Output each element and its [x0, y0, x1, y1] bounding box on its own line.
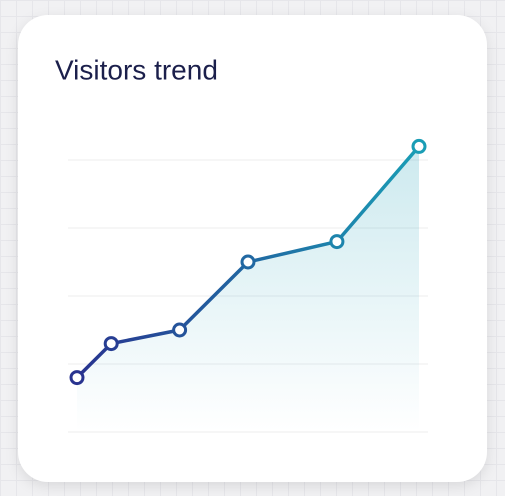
chart-title: Visitors trend — [55, 54, 218, 85]
point — [103, 336, 119, 352]
area — [77, 146, 419, 432]
line — [75, 144, 421, 380]
point — [69, 370, 85, 386]
point — [172, 322, 188, 338]
point — [329, 234, 345, 250]
point — [240, 254, 256, 270]
point — [411, 138, 427, 154]
